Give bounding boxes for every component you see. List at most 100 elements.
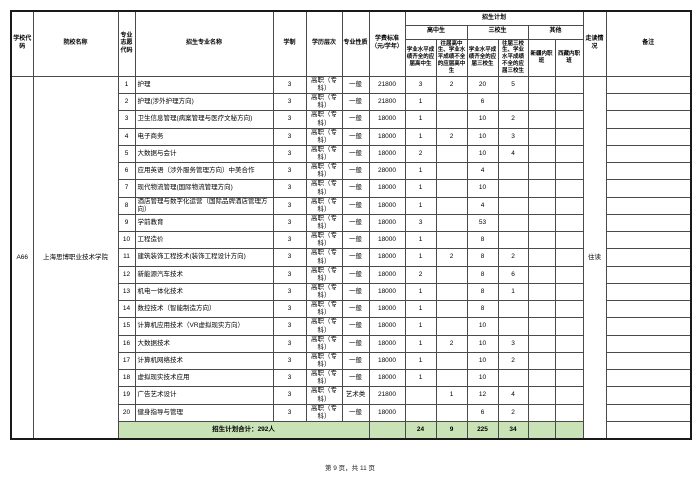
major-name-cell: 护理(涉外护理方向) <box>134 93 274 112</box>
plan-xizang-cell <box>554 179 584 198</box>
plan-hs-fresh-cell: 1 <box>404 351 437 371</box>
table-row: 10 工程造价 3 高职（专科） 一般 18000 1 8 <box>11 231 692 250</box>
tuition-fee-cell: 18000 <box>368 110 406 129</box>
plan-hs-fresh-cell: 1 <box>404 110 437 129</box>
plan-sx-fresh-cell: 6 <box>466 93 499 112</box>
total-sx-past: 34 <box>497 420 529 440</box>
header-major-name: 招生专业名称 <box>134 10 274 77</box>
education-level-cell: 高职（专科） <box>305 369 343 388</box>
major-name-cell: 护理 <box>134 75 274 95</box>
plan-sx-fresh-cell: 12 <box>466 386 499 405</box>
plan-sx-past-cell: 1 <box>497 282 529 302</box>
header-hs-fresh: 学业水平成绩齐全的应届高中生 <box>404 38 437 77</box>
major-nature-cell: 一般 <box>341 213 370 233</box>
plan-hs-past-cell <box>435 317 468 336</box>
row-number: 6 <box>117 162 136 181</box>
tuition-fee-cell: 18000 <box>368 231 406 250</box>
study-years-cell: 3 <box>272 231 307 250</box>
plan-hs-past-cell <box>435 265 468 284</box>
education-level-cell: 高职（专科） <box>305 127 343 146</box>
plan-sx-past-cell <box>497 300 529 319</box>
total-xizang-cell <box>554 420 584 440</box>
major-name-cell: 学前教育 <box>134 213 274 233</box>
plan-sx-fresh-cell: 8 <box>466 265 499 284</box>
plan-hs-past-cell <box>435 300 468 319</box>
education-level-cell: 高职（专科） <box>305 265 343 284</box>
plan-hs-fresh-cell: 1 <box>404 162 437 181</box>
education-level-cell: 高职（专科） <box>305 196 343 215</box>
remark-cell <box>605 265 692 284</box>
table-row: 5 大数据与会计 3 高职（专科） 一般 18000 2 10 4 <box>11 144 692 164</box>
major-nature-cell: 一般 <box>341 334 370 353</box>
major-nature-cell: 一般 <box>341 282 370 302</box>
major-nature-cell: 一般 <box>341 351 370 371</box>
table-row: 15 计算机应用技术（VR虚拟现实方向） 3 高职（专科） 一般 18000 1… <box>11 317 692 336</box>
tuition-fee-cell: 18000 <box>368 317 406 336</box>
study-years-cell: 3 <box>272 179 307 198</box>
major-nature-cell: 一般 <box>341 162 370 181</box>
remark-cell <box>605 351 692 371</box>
plan-hs-fresh-cell: 1 <box>404 196 437 215</box>
plan-xizang-cell <box>554 248 584 267</box>
header-college-name: 院校名称 <box>32 10 119 77</box>
education-level-cell: 高职（专科） <box>305 162 343 181</box>
remark-cell <box>605 248 692 267</box>
plan-xizang-cell <box>554 127 584 146</box>
header-level: 学历层次 <box>305 10 343 77</box>
tuition-fee-cell: 18000 <box>368 213 406 233</box>
plan-sx-past-cell: 2 <box>497 403 529 422</box>
major-nature-cell: 一般 <box>341 110 370 129</box>
plan-hs-past-cell <box>435 369 468 388</box>
remark-cell <box>605 179 692 198</box>
header-other-group: 其他 <box>527 24 584 40</box>
plan-xizang-cell <box>554 93 584 112</box>
header-sx-past: 往届三校生、学业水平成绩不全的应届三校生 <box>497 38 529 77</box>
plan-hs-fresh-cell: 2 <box>404 144 437 164</box>
plan-sx-fresh-cell: 10 <box>466 317 499 336</box>
total-xinjiang-cell <box>527 420 556 440</box>
plan-hs-fresh-cell: 2 <box>404 265 437 284</box>
plan-xinjiang-cell <box>527 196 556 215</box>
plan-hs-past-cell <box>435 110 468 129</box>
total-hs-fresh: 24 <box>404 420 437 440</box>
tuition-fee-cell: 18000 <box>368 282 406 302</box>
plan-sx-fresh-cell: 10 <box>466 334 499 353</box>
major-name-cell: 电子商务 <box>134 127 274 146</box>
row-number: 11 <box>117 248 136 267</box>
plan-hs-past-cell <box>435 213 468 233</box>
major-name-cell: 应用英语（涉外服务管理方向）中美合作 <box>134 162 274 181</box>
plan-hs-fresh-cell: 1 <box>404 127 437 146</box>
plan-hs-past-cell <box>435 231 468 250</box>
plan-sx-fresh-cell: 53 <box>466 213 499 233</box>
plan-xinjiang-cell <box>527 127 556 146</box>
remark-cell <box>605 334 692 353</box>
total-hs-past: 9 <box>435 420 468 440</box>
tuition-fee-cell: 21800 <box>368 386 406 405</box>
table-row: 19 广告艺术设计 3 高职（专科） 艺术类 21800 1 12 4 <box>11 386 692 405</box>
tuition-fee-cell: 18000 <box>368 248 406 267</box>
major-nature-cell: 一般 <box>341 369 370 388</box>
header-plan-group: 招生计划 <box>404 10 584 26</box>
total-row: 招生计划合计：292人 24 9 225 34 <box>11 420 692 440</box>
tuition-fee-cell: 21800 <box>368 93 406 112</box>
major-name-cell: 建筑装饰工程技术(装饰工程设计方向) <box>134 248 274 267</box>
plan-hs-fresh-cell: 1 <box>404 282 437 302</box>
header-remarks: 备注 <box>605 10 692 77</box>
row-number: 16 <box>117 334 136 353</box>
plan-xinjiang-cell <box>527 144 556 164</box>
study-years-cell: 3 <box>272 196 307 215</box>
plan-xizang-cell <box>554 265 584 284</box>
plan-hs-fresh-cell: 1 <box>404 300 437 319</box>
table-row: 6 应用英语（涉外服务管理方向）中美合作 3 高职（专科） 一般 28000 1… <box>11 162 692 181</box>
plan-sx-fresh-cell: 8 <box>466 282 499 302</box>
study-years-cell: 3 <box>272 127 307 146</box>
plan-xizang-cell <box>554 144 584 164</box>
study-years-cell: 3 <box>272 403 307 422</box>
education-level-cell: 高职（专科） <box>305 179 343 198</box>
major-nature-cell: 一般 <box>341 317 370 336</box>
header-xinjiang-class: 新疆内职班 <box>527 38 556 77</box>
plan-sx-past-cell <box>497 162 529 181</box>
study-years-cell: 3 <box>272 351 307 371</box>
education-level-cell: 高职（专科） <box>305 282 343 302</box>
